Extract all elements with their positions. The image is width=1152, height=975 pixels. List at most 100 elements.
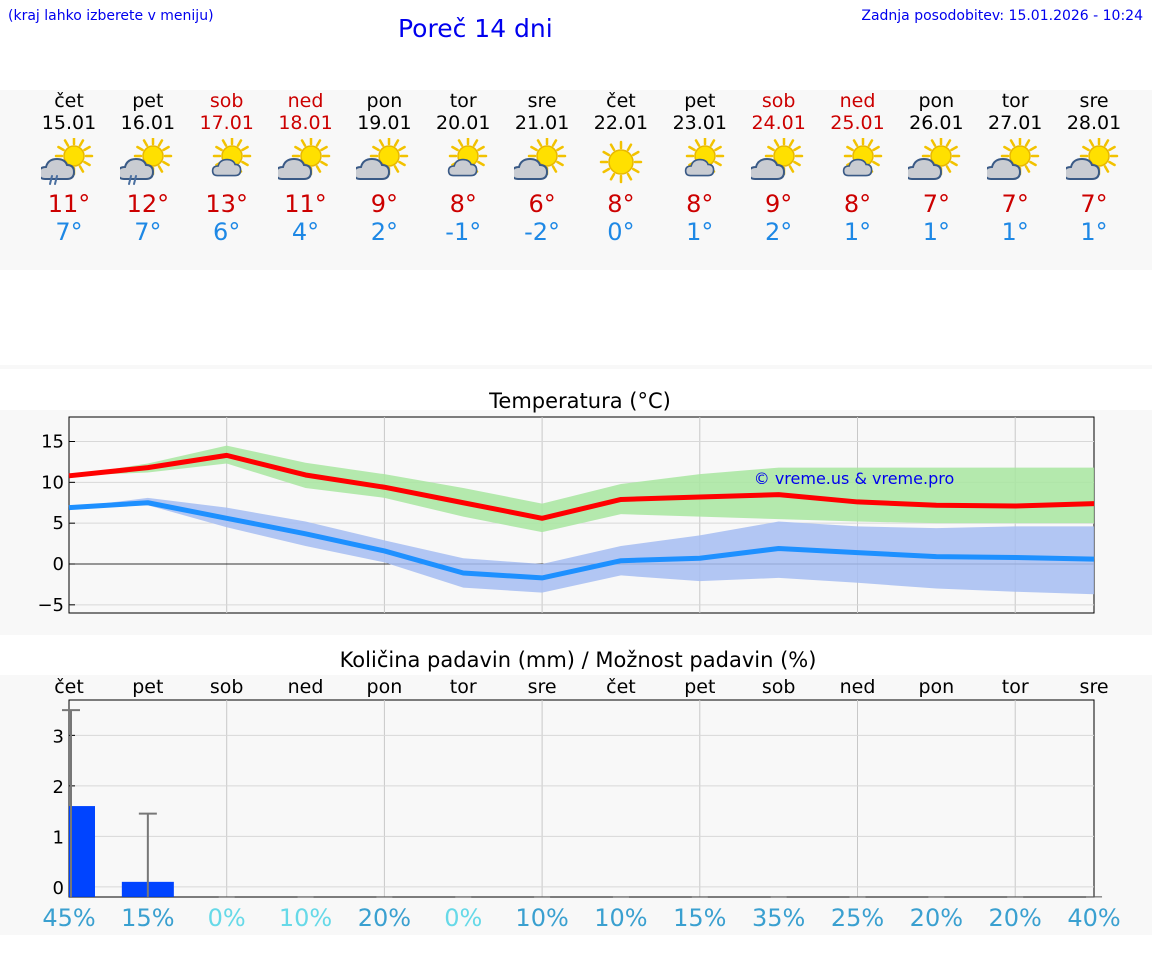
day-date: 25.01 bbox=[830, 112, 885, 134]
temp-max: 8° bbox=[686, 190, 714, 218]
temp-min: 7° bbox=[55, 218, 83, 246]
max-temp-band bbox=[69, 445, 1095, 533]
cloud-shape bbox=[119, 157, 154, 180]
cloud-shape bbox=[987, 157, 1022, 180]
temp-min: 2° bbox=[370, 218, 399, 246]
precip-probability: 25% bbox=[831, 904, 884, 932]
day-date: 23.01 bbox=[672, 112, 727, 134]
day-date: 28.01 bbox=[1066, 112, 1122, 134]
temp-min: 1° bbox=[686, 218, 714, 246]
precip-probability: 10% bbox=[594, 904, 647, 932]
temp-min: 7° bbox=[134, 218, 162, 246]
precip-day-label: pet bbox=[684, 676, 715, 698]
precip-day-label: tor bbox=[1002, 676, 1029, 698]
temp-min: 6° bbox=[213, 218, 241, 246]
temp-min: 2° bbox=[765, 218, 793, 246]
temp-max: 8° bbox=[449, 190, 477, 218]
cloud-sun-icon bbox=[514, 138, 567, 180]
daily-forecast-strip bbox=[0, 90, 1152, 270]
precip-probability: 15% bbox=[121, 904, 174, 932]
day-name: ned bbox=[839, 90, 876, 112]
precip-day-label: sob bbox=[762, 676, 796, 698]
cloud-sun-icon bbox=[908, 138, 961, 180]
precip-day-label: čet bbox=[54, 676, 84, 698]
precip-probability: 20% bbox=[358, 904, 411, 932]
precip-probability: 40% bbox=[1067, 904, 1120, 932]
min-temp-line bbox=[68, 500, 1095, 581]
precip-day-label: pet bbox=[132, 676, 163, 698]
day-date: 21.01 bbox=[514, 112, 570, 134]
day-column: pet 23.01 8° 1° bbox=[660, 90, 740, 246]
day-name: čet bbox=[54, 90, 84, 112]
precip-day-label: ned bbox=[288, 676, 324, 698]
precip-day-label: pon bbox=[367, 676, 403, 698]
precip-day-label: sob bbox=[210, 676, 244, 698]
precip-chart-title: Količina padavin (mm) / Možnost padavin … bbox=[340, 648, 817, 672]
y-tick-label: 3 bbox=[53, 726, 64, 747]
temp-max: 11° bbox=[47, 190, 91, 218]
cloud-shape bbox=[514, 157, 549, 180]
precip-probability: 45% bbox=[42, 904, 95, 932]
temp-max: 9° bbox=[765, 190, 793, 218]
day-name: sob bbox=[209, 90, 244, 112]
day-name: čet bbox=[606, 90, 636, 112]
cloud-sun-rain-icon bbox=[41, 138, 94, 185]
precip-probability: 0% bbox=[444, 904, 482, 932]
sun-cloud-icon bbox=[211, 138, 251, 177]
precip-probability: 10% bbox=[279, 904, 332, 932]
temp-min: -1° bbox=[445, 218, 482, 246]
cloud-sun-icon bbox=[277, 138, 330, 180]
temp-min: 4° bbox=[291, 218, 320, 246]
temp-min: 0° bbox=[607, 218, 635, 246]
day-date: 26.01 bbox=[909, 112, 964, 134]
day-date: 24.01 bbox=[751, 112, 806, 134]
temp-max: 12° bbox=[126, 190, 170, 218]
day-column: ned 18.01 11° 4° bbox=[266, 90, 346, 246]
day-date: 27.01 bbox=[987, 112, 1043, 134]
y-tick-label: 2 bbox=[53, 777, 64, 798]
day-name: sre bbox=[1079, 90, 1109, 112]
temp-chart-title: Temperatura (°C) bbox=[488, 389, 671, 413]
rain-drops bbox=[49, 175, 58, 185]
cloud-sun-icon bbox=[750, 138, 803, 180]
day-name: pon bbox=[918, 90, 955, 112]
y-tick-label: 0 bbox=[53, 554, 64, 575]
y-tick-label: 15 bbox=[41, 432, 64, 453]
cloud-sun-rain-icon bbox=[119, 138, 173, 185]
temp-max: 8° bbox=[607, 190, 635, 218]
day-name: ned bbox=[287, 90, 324, 112]
precip-day-label: tor bbox=[450, 676, 477, 698]
precip-bar bbox=[69, 806, 95, 897]
day-date: 22.01 bbox=[593, 112, 649, 134]
day-column: sre 21.01 6° -2° bbox=[502, 90, 582, 246]
cloud-shape bbox=[277, 157, 312, 180]
separator bbox=[0, 365, 1152, 369]
watermark: © vreme.us & vreme.pro bbox=[754, 469, 955, 488]
day-column: ned 25.01 8° 1° bbox=[818, 90, 898, 246]
temp-min: 1° bbox=[843, 218, 872, 246]
max-temp-line bbox=[68, 452, 1095, 521]
temp-max: 6° bbox=[528, 190, 556, 218]
y-tick-label: −5 bbox=[37, 595, 64, 616]
cloud-sun-icon bbox=[987, 138, 1040, 180]
temp-max: 11° bbox=[284, 190, 327, 218]
cloud-sun-icon bbox=[1066, 138, 1119, 180]
sun-cloud-icon bbox=[842, 138, 882, 177]
day-column: sob 24.01 9° 2° bbox=[739, 90, 819, 246]
day-name: sob bbox=[761, 90, 796, 112]
day-name: sre bbox=[527, 90, 557, 112]
cloud-shape bbox=[41, 157, 76, 180]
precip-plot-area bbox=[68, 699, 1095, 898]
precip-probability: 15% bbox=[673, 904, 726, 932]
day-column: tor 20.01 8° -1° bbox=[423, 90, 503, 246]
day-column: sob 17.01 13° 6° bbox=[187, 90, 267, 246]
temp-max: 7° bbox=[1080, 190, 1108, 218]
day-date: 20.01 bbox=[436, 112, 491, 134]
precip-day-label: sre bbox=[528, 676, 557, 698]
location-hint: (kraj lahko izberete v meniju) bbox=[8, 8, 214, 24]
cloud-sun-icon bbox=[356, 138, 409, 180]
cloud-shape bbox=[1066, 157, 1101, 180]
y-tick-label: 1 bbox=[53, 827, 64, 848]
temp-min: 1° bbox=[1080, 218, 1108, 246]
precip-probability: 10% bbox=[515, 904, 568, 932]
